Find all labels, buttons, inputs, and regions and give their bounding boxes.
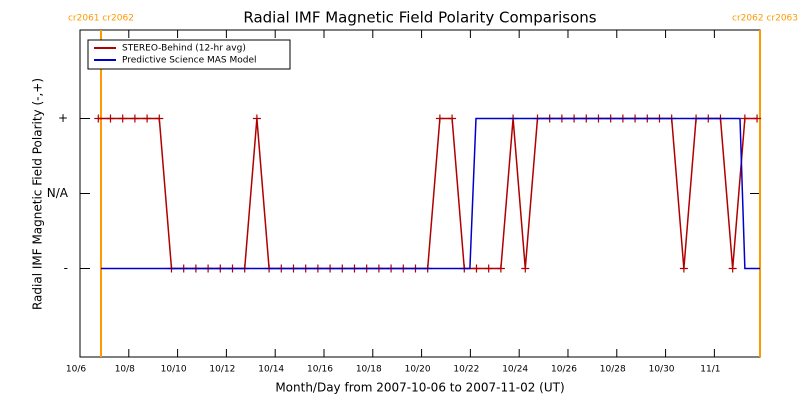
data-marker bbox=[472, 264, 481, 273]
x-tick-label: 10/30 bbox=[649, 365, 675, 375]
series-line bbox=[100, 117, 760, 270]
x-tick-label: 10/18 bbox=[356, 365, 382, 375]
x-tick-label: 10/14 bbox=[258, 365, 284, 375]
data-marker bbox=[496, 264, 505, 273]
data-marker bbox=[679, 264, 688, 273]
data-marker bbox=[521, 264, 530, 273]
x-axis-label: Month/Day from 2007-10-06 to 2007-11-02 … bbox=[275, 381, 564, 395]
x-tick-label: 10/24 bbox=[502, 365, 528, 375]
y-tick-label: N/A bbox=[47, 186, 69, 200]
y-axis-label: Radial IMF Magnetic Field Polarity (-,+) bbox=[31, 78, 45, 310]
legend-label: STEREO-Behind (12-hr avg) bbox=[122, 44, 246, 54]
data-marker bbox=[130, 114, 139, 123]
carrington-label: cr2061 cr2062 bbox=[68, 14, 134, 24]
data-marker bbox=[94, 114, 103, 123]
x-tick-label: 10/8 bbox=[115, 365, 135, 375]
data-marker bbox=[448, 114, 457, 123]
data-marker bbox=[484, 264, 493, 273]
data-marker bbox=[143, 114, 152, 123]
y-tick-label: + bbox=[58, 111, 68, 125]
x-tick-label: 11/1 bbox=[700, 365, 720, 375]
x-tick-label: 10/26 bbox=[551, 365, 577, 375]
data-marker bbox=[252, 114, 261, 123]
x-tick-label: 10/12 bbox=[209, 365, 235, 375]
chart-title: Radial IMF Magnetic Field Polarity Compa… bbox=[243, 9, 596, 27]
x-tick-label: 10/6 bbox=[66, 365, 86, 375]
data-marker bbox=[155, 114, 164, 123]
data-marker bbox=[753, 114, 762, 123]
x-tick-label: 10/20 bbox=[405, 365, 431, 375]
data-marker bbox=[435, 114, 444, 123]
y-tick-label: - bbox=[64, 261, 68, 275]
x-tick-label: 10/16 bbox=[307, 365, 333, 375]
legend-label: Predictive Science MAS Model bbox=[122, 56, 257, 66]
x-tick-label: 10/22 bbox=[453, 365, 479, 375]
data-marker bbox=[118, 114, 127, 123]
data-marker bbox=[728, 264, 737, 273]
data-marker bbox=[740, 114, 749, 123]
data-marker bbox=[106, 114, 115, 123]
x-tick-label: 10/10 bbox=[161, 365, 187, 375]
carrington-label: cr2062 cr2063 bbox=[732, 14, 798, 24]
x-tick-label: 10/28 bbox=[600, 365, 626, 375]
legend-box bbox=[87, 39, 291, 70]
